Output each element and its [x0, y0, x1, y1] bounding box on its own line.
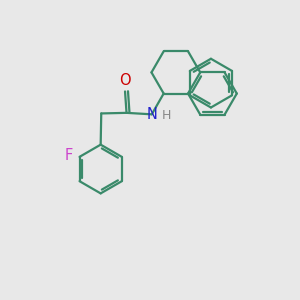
Text: O: O: [119, 73, 131, 88]
Text: F: F: [65, 148, 73, 163]
Text: N: N: [146, 107, 157, 122]
Text: H: H: [161, 109, 171, 122]
